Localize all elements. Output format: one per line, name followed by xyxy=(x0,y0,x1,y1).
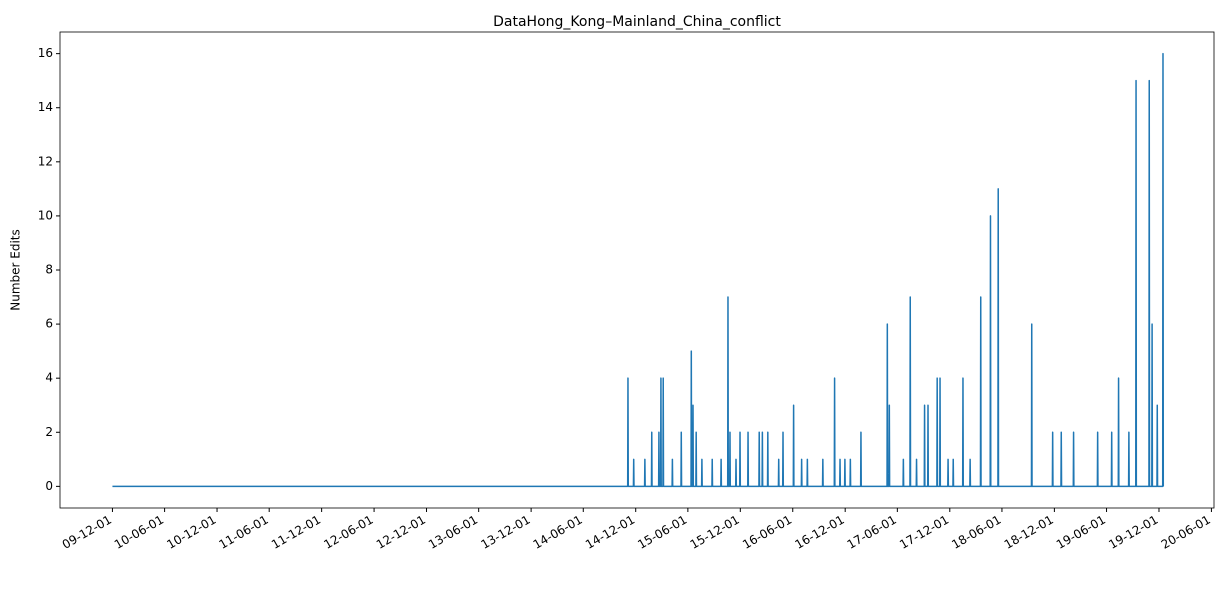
y-tick-label: 2 xyxy=(45,425,53,439)
x-tick-label: 18-12-01 xyxy=(1002,512,1056,551)
x-tick-label: 18-06-01 xyxy=(949,512,1003,551)
x-tick-label: 16-06-01 xyxy=(740,512,794,551)
data-line xyxy=(112,52,1165,488)
x-tick-label: 19-06-01 xyxy=(1054,512,1108,551)
x-tick-label: 11-06-01 xyxy=(217,512,271,551)
y-tick-label: 10 xyxy=(38,208,53,222)
plot-frame xyxy=(59,31,1215,509)
y-tick-label: 8 xyxy=(45,263,53,277)
x-tick-label: 20-06-01 xyxy=(1159,512,1213,551)
x-tick-label: 12-06-01 xyxy=(321,512,375,551)
x-tick-label: 10-06-01 xyxy=(112,512,166,551)
x-tick-label: 19-12-01 xyxy=(1106,512,1160,551)
x-tick-label: 16-12-01 xyxy=(793,512,847,551)
x-tick-label: 17-06-01 xyxy=(845,512,899,551)
x-tick-label: 11-12-01 xyxy=(269,512,323,551)
chart-title: DataHong_Kong–Mainland_China_conflict xyxy=(493,14,781,30)
y-tick-label: 12 xyxy=(38,154,53,168)
x-tick-label: 09-12-01 xyxy=(60,512,114,551)
y-tick-label: 6 xyxy=(45,317,53,331)
y-tick-label: 16 xyxy=(38,46,53,60)
x-tick-label: 13-06-01 xyxy=(426,512,480,551)
x-tick-label: 15-12-01 xyxy=(688,512,742,551)
y-axis-label: Number Edits xyxy=(9,229,23,311)
x-tick-label: 10-12-01 xyxy=(164,512,218,551)
x-tick-label: 13-12-01 xyxy=(478,512,532,551)
y-tick-label: 0 xyxy=(45,479,53,493)
x-tick-label: 14-06-01 xyxy=(531,512,585,551)
x-tick-label: 17-12-01 xyxy=(897,512,951,551)
y-tick-label: 14 xyxy=(38,100,53,114)
y-tick-label: 4 xyxy=(45,371,53,385)
x-tick-label: 14-12-01 xyxy=(583,512,637,551)
x-tick-label: 15-06-01 xyxy=(635,512,689,551)
x-tick-label: 12-12-01 xyxy=(374,512,428,551)
